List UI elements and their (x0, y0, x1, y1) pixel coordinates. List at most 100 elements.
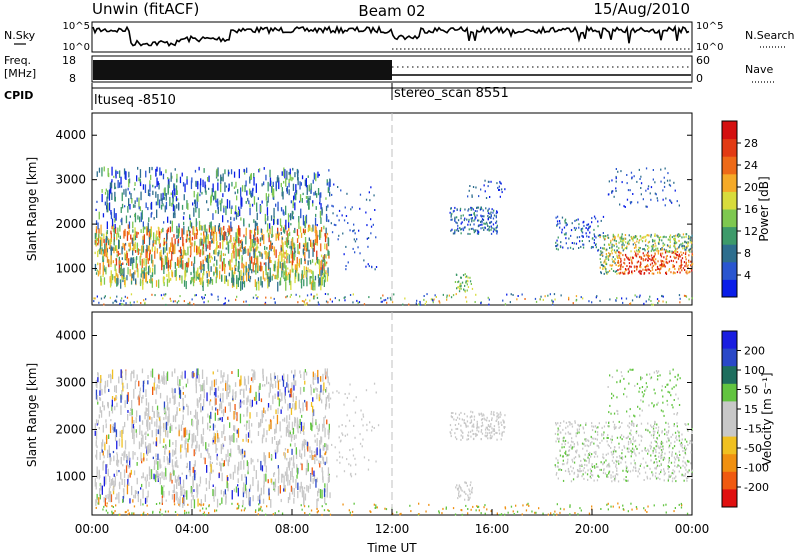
power-cell (239, 240, 242, 244)
power-cell (177, 259, 180, 268)
power-cell (200, 261, 202, 270)
power-cell (202, 246, 204, 256)
power-cell (460, 228, 463, 231)
power-cell (171, 251, 173, 261)
velocity-cell (209, 418, 211, 424)
power-cell (134, 204, 136, 208)
velocity-cell (302, 402, 304, 412)
power-cell (264, 277, 266, 282)
power-cell (240, 204, 242, 209)
velocity-cell (266, 430, 268, 436)
velocity-cell (501, 434, 503, 437)
power-colorbar-band (722, 244, 737, 263)
velocity-cell (147, 375, 149, 379)
velocity-cell (200, 499, 202, 506)
power-cell (493, 228, 495, 231)
velocity-cell (99, 494, 101, 500)
power-cell (647, 268, 649, 271)
power-cell (556, 220, 559, 223)
power-cell (240, 269, 242, 277)
velocity-cell (118, 438, 121, 442)
velocity-cell (451, 416, 454, 419)
power-cell (328, 169, 330, 172)
velocity-cell (112, 423, 114, 433)
power-cell (237, 233, 239, 241)
velocity-cell (224, 406, 226, 413)
velocity-cell (482, 413, 484, 416)
velocity-cell (178, 479, 181, 486)
velocity-cell (268, 424, 270, 431)
velocity-cell (227, 460, 230, 467)
power-cell (117, 233, 120, 238)
power-cell (460, 222, 462, 225)
power-cell (320, 259, 323, 268)
velocity-cell (122, 499, 124, 503)
power-cell (671, 236, 673, 239)
power-cell (633, 236, 635, 239)
velocity-cell (673, 425, 675, 427)
power-cbar-tick-label: 12 (744, 225, 758, 238)
power-cell (275, 274, 277, 280)
power-cell (605, 235, 607, 238)
power-cell (606, 255, 608, 258)
power-cell (175, 185, 178, 195)
power-cell (181, 255, 183, 260)
power-cell (681, 245, 683, 248)
velocity-cell (293, 374, 295, 381)
power-cell (159, 167, 161, 176)
velocity-cell (154, 475, 156, 481)
power-cell (305, 195, 308, 199)
power-cell (269, 227, 271, 235)
power-cell (354, 240, 357, 243)
power-cell (253, 243, 255, 248)
velocity-cell (175, 497, 177, 501)
velocity-cell (111, 403, 114, 414)
power-cell (450, 218, 452, 221)
power-cell (307, 267, 309, 273)
power-cell (283, 270, 285, 280)
velocity-cell (192, 371, 194, 379)
velocity-cell (217, 386, 220, 391)
velocity-cell (236, 429, 238, 434)
velocity-cell (324, 494, 326, 504)
power-cell (157, 199, 159, 206)
power-cell (169, 220, 172, 224)
velocity-cell (286, 467, 288, 475)
power-cell (119, 252, 121, 255)
velocity-cell (203, 398, 205, 407)
power-cell (482, 219, 485, 221)
power-cell (185, 252, 187, 256)
power-cell (617, 264, 620, 267)
velocity-cell (184, 370, 186, 379)
velocity-cell (237, 369, 239, 377)
velocity-cell (651, 426, 653, 428)
power-cell (289, 231, 291, 237)
power-cell (602, 247, 604, 250)
velocity-cell (113, 455, 115, 462)
power-cell (282, 242, 284, 252)
power-cell (617, 256, 619, 259)
power-cell (638, 249, 640, 251)
velocity-cell (458, 492, 460, 495)
power-cell (636, 249, 638, 252)
velocity-cell (222, 442, 224, 450)
power-cell (452, 210, 455, 213)
noise-panel: 10^5 10^0 10^5 10^0 (63, 21, 724, 53)
power-cell (612, 256, 614, 258)
velocity-cell (183, 406, 185, 410)
velocity-cell (174, 368, 176, 374)
velocity-cell (108, 374, 110, 379)
power-cell (182, 237, 184, 247)
power-cell (685, 233, 688, 236)
power-cell (282, 191, 284, 200)
power-cell (464, 217, 466, 220)
power-cell (245, 227, 247, 236)
velocity-cell (493, 433, 495, 436)
velocity-cell (501, 432, 503, 435)
power-cell (204, 181, 206, 189)
velocity-cell (217, 369, 219, 372)
power-cell (163, 241, 166, 245)
velocity-cell (501, 431, 503, 434)
velocity-cell (207, 422, 209, 430)
power-cell (689, 250, 691, 253)
